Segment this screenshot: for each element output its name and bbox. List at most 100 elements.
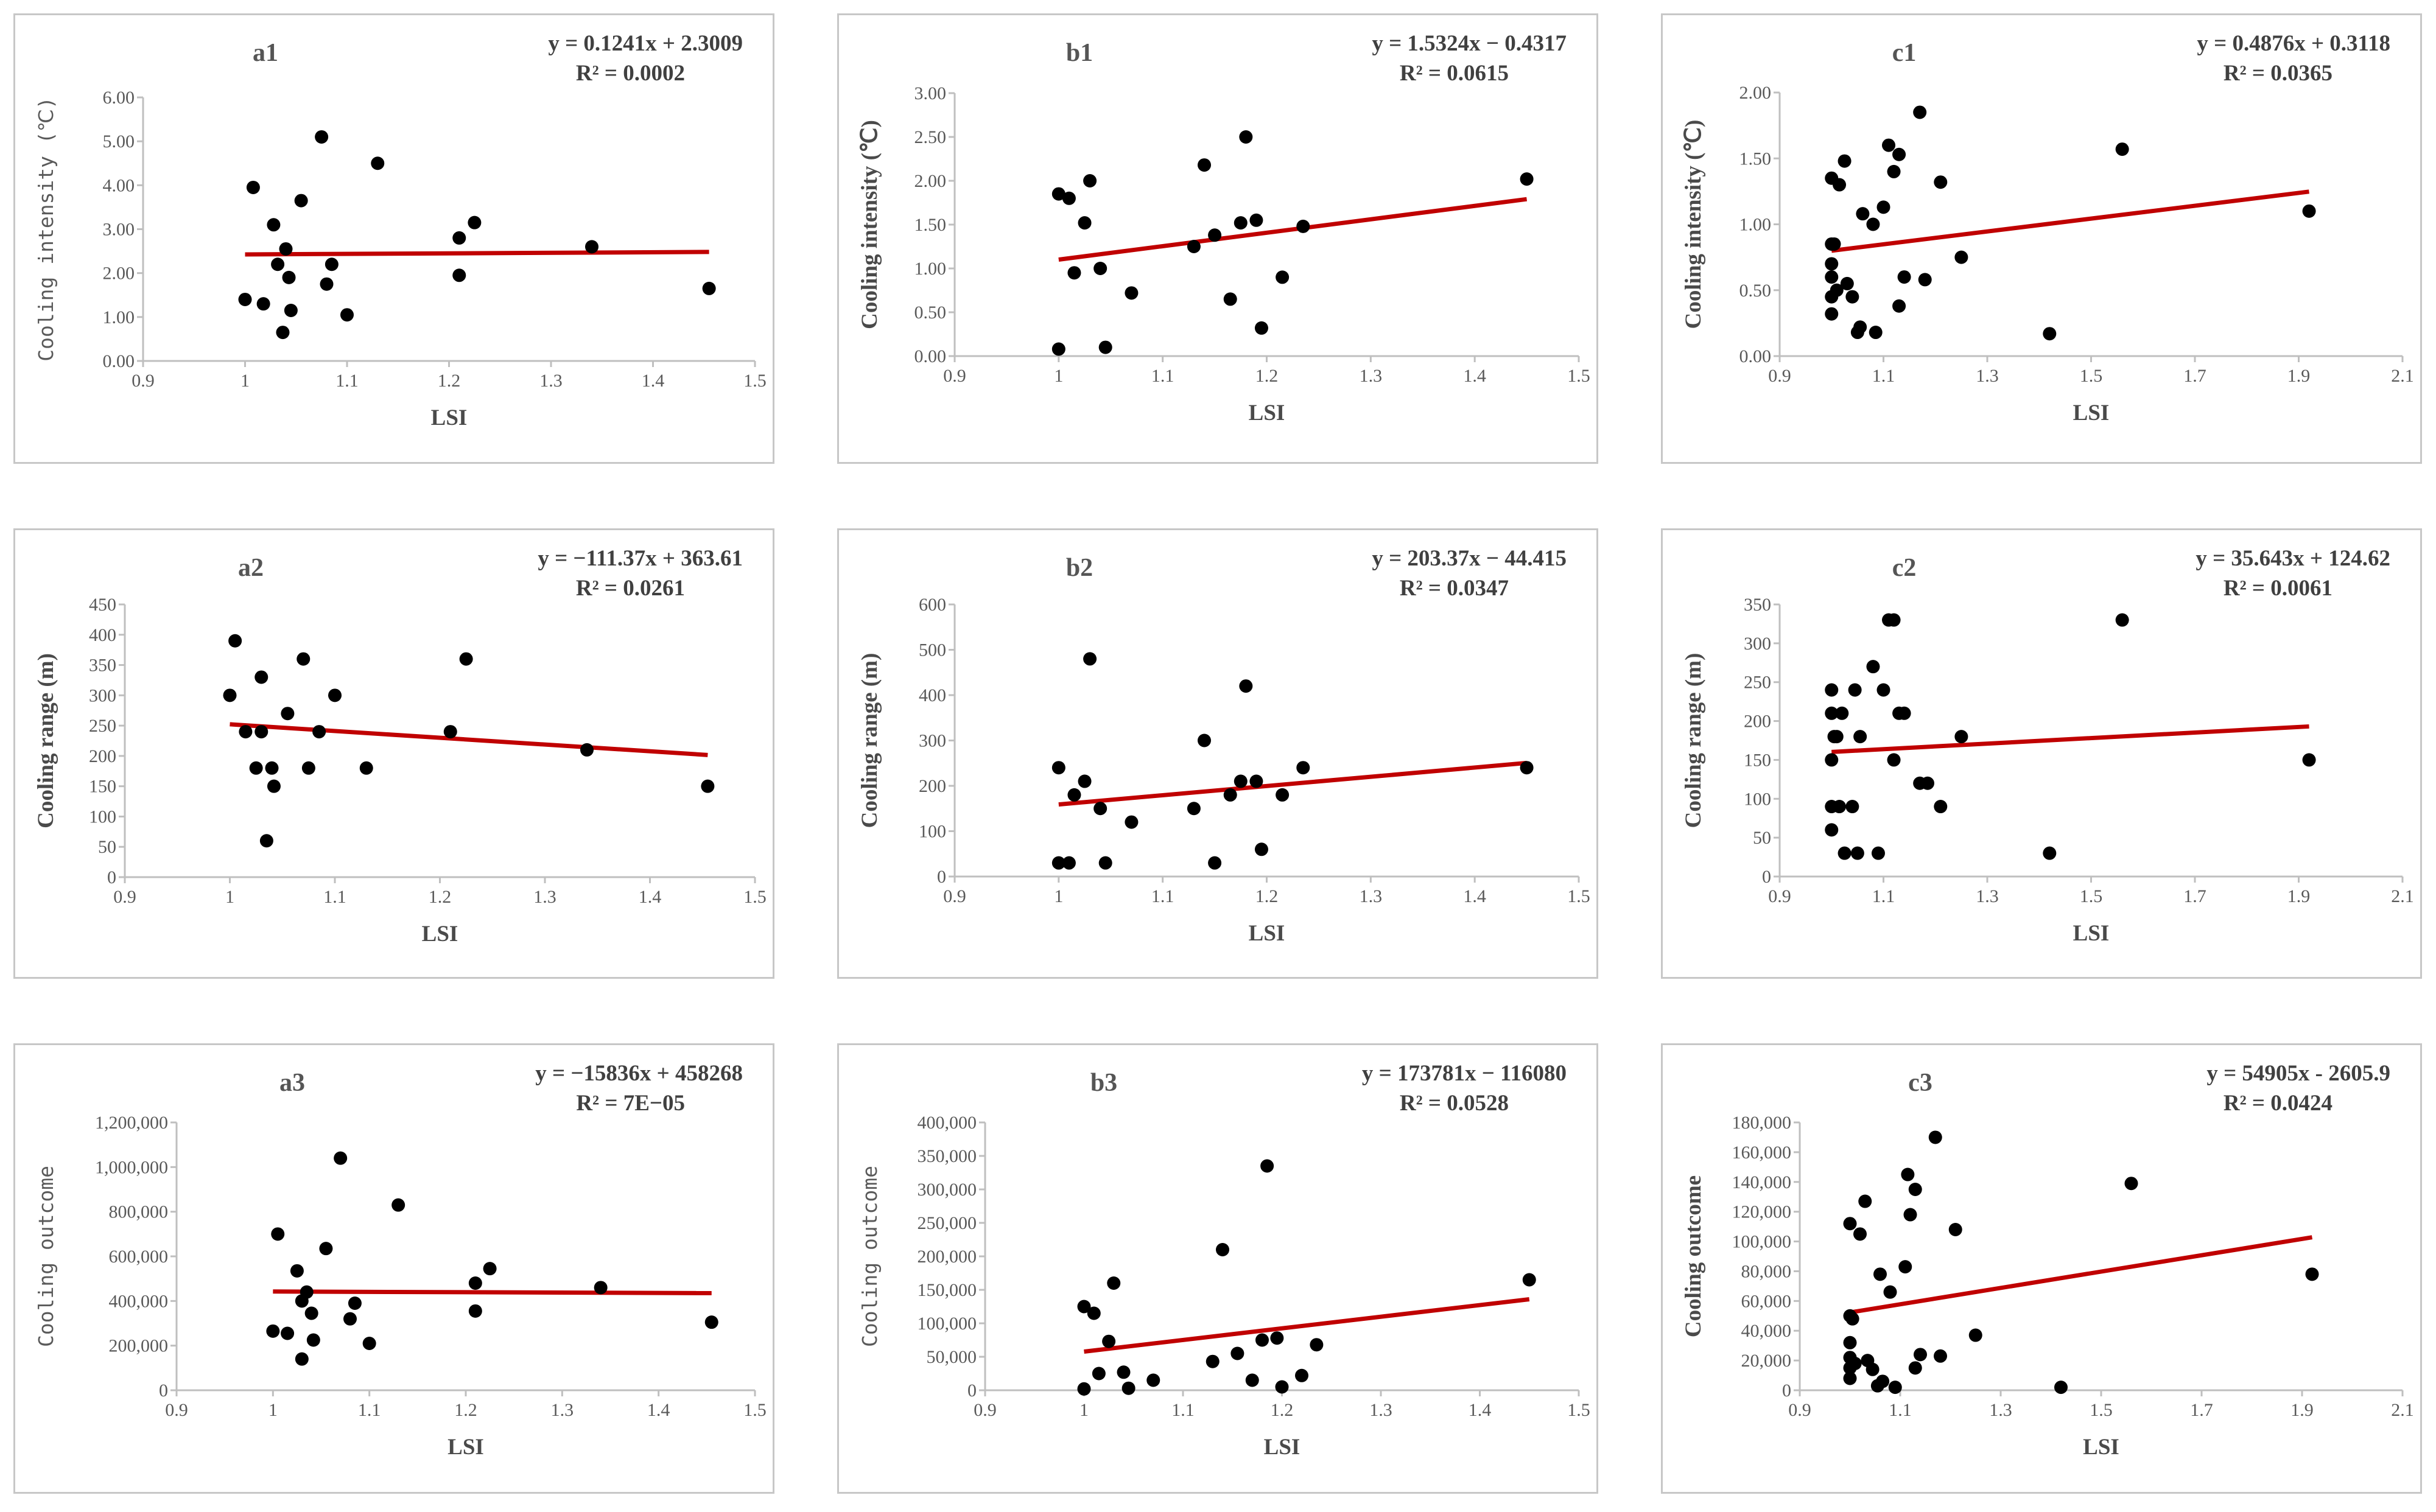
- y-tick-label: 300,000: [918, 1180, 977, 1200]
- data-point: [1825, 683, 1839, 697]
- data-point: [483, 1262, 497, 1276]
- data-point: [1146, 1373, 1160, 1387]
- trend-line: [1831, 189, 2309, 253]
- data-point: [1077, 1382, 1091, 1396]
- r-squared-label: R² = 0.0347: [1400, 576, 1509, 601]
- x-tick-label: 1: [1054, 366, 1063, 386]
- trend-line: [230, 722, 708, 757]
- data-point: [1825, 270, 1839, 284]
- data-point: [238, 292, 252, 306]
- data-point: [1125, 815, 1139, 829]
- data-point: [1914, 1348, 1927, 1362]
- x-tick-label: 1: [240, 371, 250, 391]
- trend-line: [273, 1289, 712, 1295]
- data-point: [343, 1312, 357, 1326]
- data-point: [1249, 774, 1263, 788]
- data-point: [1234, 774, 1248, 788]
- y-tick-label: 250: [1744, 673, 1771, 693]
- y-tick-label: 0: [159, 1381, 168, 1401]
- r-squared-label: R² = 0.0061: [2224, 576, 2332, 601]
- x-tick-label: 1.3: [539, 371, 563, 391]
- r-squared-label: R² = 0.0261: [576, 576, 685, 601]
- data-point: [1051, 761, 1065, 775]
- data-point: [1968, 1328, 1982, 1342]
- chart-svg-a2: a2 y = −111.37x + 363.61 R² = 0.0261 0 50 100…: [33, 546, 767, 947]
- data-point: [1255, 1333, 1269, 1347]
- chart-svg-c3: c3 y = 54905x - 2605.9 R² = 0.0424 0 20,000 4…: [1681, 1061, 2414, 1460]
- data-point: [1208, 228, 1222, 242]
- data-point: [1083, 652, 1097, 666]
- data-point: [1198, 733, 1211, 747]
- y-tick-label: 40,000: [1741, 1321, 1792, 1341]
- x-tick-label: 0.9: [943, 366, 966, 386]
- y-tick-label: 200: [1744, 712, 1771, 732]
- data-point: [1051, 856, 1065, 870]
- y-tick-label: 120,000: [1732, 1202, 1792, 1222]
- data-point: [1276, 270, 1290, 284]
- data-point: [320, 277, 334, 291]
- x-tick-label: 1.5: [2080, 366, 2103, 386]
- data-point: [315, 130, 329, 144]
- y-tick-label: 100: [1744, 789, 1771, 809]
- data-point: [1954, 250, 1968, 264]
- data-point: [452, 231, 466, 245]
- y-tick-label: 200: [89, 746, 116, 766]
- chart-panel-a1: a1 y = 0.1241x + 2.3009 R² = 0.0002 0.00 1.0…: [13, 13, 774, 464]
- data-point: [282, 270, 296, 284]
- data-point: [1876, 200, 1890, 214]
- data-point: [325, 257, 339, 271]
- x-tick-label: 1.5: [1567, 886, 1590, 906]
- y-tick-label: 450: [89, 595, 116, 615]
- data-point: [1843, 1371, 1857, 1385]
- x-tick-label: 1.9: [2287, 366, 2311, 386]
- data-point: [1078, 774, 1092, 788]
- data-point: [1117, 1365, 1131, 1379]
- y-tick-label: 0: [107, 867, 116, 887]
- x-tick-label: 1.3: [533, 887, 556, 907]
- data-point: [1296, 761, 1310, 775]
- data-point: [340, 308, 354, 322]
- x-tick-label: 0.9: [1768, 366, 1791, 386]
- data-point: [281, 707, 295, 721]
- data-point: [265, 761, 279, 775]
- data-point: [1908, 1361, 1922, 1375]
- y-tick-label: 0: [937, 867, 946, 887]
- chart-title: b1: [1066, 39, 1093, 67]
- data-point: [580, 743, 594, 757]
- data-point: [2302, 753, 2316, 767]
- data-point: [239, 725, 253, 739]
- data-point: [1853, 1227, 1867, 1241]
- data-point: [246, 180, 260, 194]
- x-tick-label: 1.9: [2287, 886, 2311, 906]
- x-axis-label: LSI: [448, 1435, 484, 1460]
- data-point: [1845, 800, 1859, 814]
- x-tick-label: 1: [225, 887, 234, 907]
- x-tick-label: 1.5: [2090, 1400, 2113, 1420]
- data-point: [1908, 1183, 1922, 1196]
- data-point: [256, 297, 270, 311]
- regression-equation: y = 203.37x − 44.415: [1372, 546, 1567, 571]
- x-tick-label: 0.9: [113, 887, 136, 907]
- y-tick-label: 350: [1744, 595, 1771, 615]
- data-point: [1920, 776, 1934, 790]
- x-axis-label: LSI: [1249, 921, 1285, 946]
- regression-equation: y = 173781x − 116080: [1362, 1061, 1567, 1086]
- x-tick-label: 1.4: [1463, 366, 1486, 386]
- data-point: [1825, 706, 1839, 720]
- x-tick-label: 2.1: [2391, 1400, 2414, 1420]
- data-point: [1871, 846, 1885, 860]
- chart-title: a1: [253, 39, 278, 67]
- data-point: [1903, 1208, 1917, 1222]
- y-tick-label: 1.50: [1739, 149, 1772, 169]
- data-point: [594, 1281, 608, 1295]
- y-tick-label: 2.50: [914, 127, 947, 147]
- data-point: [271, 257, 285, 271]
- x-tick-label: 1: [1079, 1400, 1089, 1420]
- x-tick-label: 1.1: [1872, 886, 1895, 906]
- chart-panel-c2: c2 y = 35.643x + 124.62 R² = 0.0061 0 50 100 1…: [1661, 528, 2422, 979]
- data-point: [1223, 788, 1237, 802]
- data-point: [1520, 172, 1534, 186]
- data-point: [1062, 191, 1076, 205]
- data-point: [2054, 1381, 2068, 1395]
- data-point: [1276, 788, 1290, 802]
